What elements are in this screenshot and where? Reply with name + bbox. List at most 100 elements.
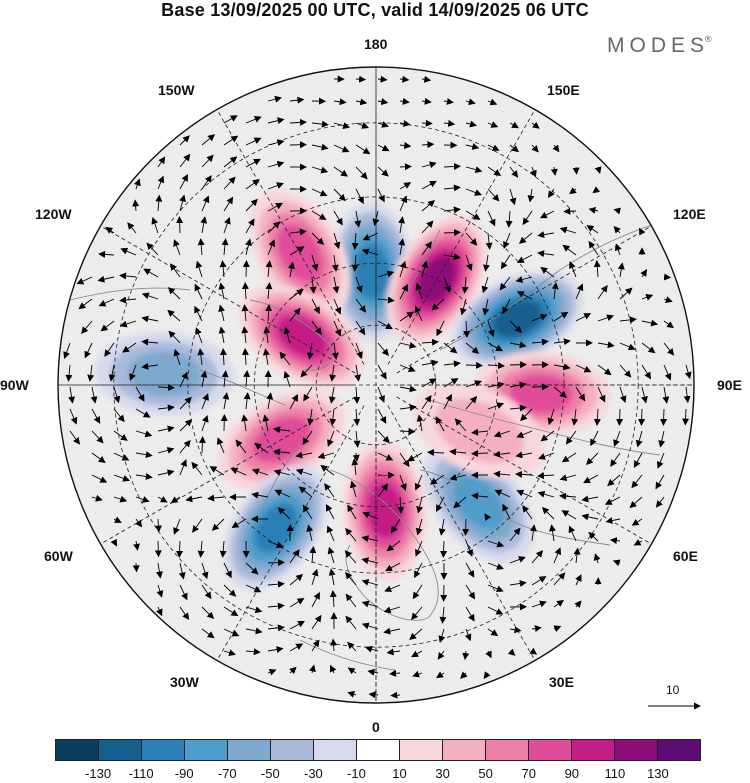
colorbar-swatch: [658, 740, 700, 760]
colorbar-tick-label: -90: [174, 766, 194, 781]
wind-vector-arrow: [415, 518, 423, 536]
wind-vector-arrow: [462, 650, 470, 661]
wind-vector-arrow: [223, 562, 232, 579]
wind-vector-arrow: [218, 304, 226, 322]
wind-vector-arrow: [377, 320, 393, 330]
wind-vector-arrow: [63, 342, 71, 359]
wind-vector-arrow: [559, 226, 577, 234]
wind-vector-arrow: [465, 232, 478, 246]
colorbar-swatch: [572, 740, 615, 760]
wind-vector-arrow: [377, 188, 385, 203]
wind-vector-arrow: [592, 186, 601, 194]
wind-vector-arrow: [143, 268, 159, 278]
wind-vector-arrow: [663, 364, 672, 381]
wind-vector-arrow: [135, 496, 150, 503]
wind-vector-arrow: [307, 408, 315, 426]
wind-vector-arrow: [553, 311, 569, 322]
wind-vector-arrow: [509, 320, 523, 334]
wind-vector-arrow: [151, 216, 159, 234]
wind-vector-arrow: [288, 261, 295, 278]
wind-vector-arrow: [597, 386, 606, 403]
wind-vector-arrow: [531, 338, 549, 346]
wind-vector-arrow: [361, 622, 379, 630]
wind-vector-arrow: [223, 196, 234, 212]
wind-vector-arrow: [157, 404, 175, 412]
wind-vector-arrow: [527, 188, 535, 203]
wind-vector-arrow: [638, 408, 646, 426]
wind-vector-arrow: [399, 474, 407, 491]
meridian-line: [100, 225, 356, 374]
wind-vector-arrow: [311, 614, 322, 630]
map-title: Base 13/09/2025 00 UTC, valid 14/09/2025…: [161, 0, 589, 20]
colorbar-swatch: [185, 740, 228, 760]
wind-vector-arrow: [377, 75, 388, 83]
wind-vector-arrow: [509, 361, 527, 369]
wind-vector-arrow: [157, 175, 165, 190]
wind-vector-arrow: [84, 342, 93, 359]
wind-vector-arrow: [449, 448, 467, 456]
wind-vector-arrow: [141, 292, 159, 300]
wind-vector-arrow: [421, 394, 432, 410]
wind-vector-arrow: [503, 232, 511, 249]
wind-vector-arrow: [399, 452, 410, 468]
colorbar-tick-label: 50: [478, 766, 493, 781]
wind-vector-arrow: [141, 338, 159, 346]
wind-vector-arrow: [311, 188, 328, 197]
wind-vector-arrow: [461, 276, 469, 294]
wind-vector-arrow: [328, 568, 336, 586]
wind-vector-arrow: [465, 396, 478, 410]
wind-vector-arrow: [329, 408, 337, 426]
graticule: [58, 67, 694, 703]
wind-vector-arrow: [154, 518, 162, 533]
wind-vector-arrow: [553, 386, 567, 398]
wind-vector-arrow: [267, 239, 276, 256]
wind-vector-arrow: [311, 320, 322, 335]
wind-vector-arrow: [484, 513, 492, 521]
wind-vector-arrow: [487, 98, 498, 106]
wind-vector-arrow: [377, 121, 389, 128]
wind-vector-arrow: [635, 430, 643, 448]
wind-vector-arrow: [509, 188, 517, 206]
meridian-line: [216, 109, 365, 365]
wind-vector-arrow: [223, 156, 238, 168]
wind-vector-arrow: [197, 348, 205, 366]
wind-vector-arrow: [377, 98, 389, 106]
wind-vector-arrow: [398, 216, 406, 234]
wind-vector-arrow: [586, 225, 599, 234]
lon-label-120e: 120E: [673, 206, 706, 222]
anomaly-contour: [435, 398, 524, 464]
wind-vector-arrow: [453, 496, 467, 509]
wind-vector-arrow: [493, 430, 511, 438]
wind-vector-arrow: [377, 452, 394, 461]
wind-vector-arrow: [487, 562, 504, 570]
wind-vector-arrow: [464, 628, 472, 642]
wind-vector-arrow: [399, 97, 410, 105]
wind-vector-arrow: [333, 298, 342, 315]
wind-vector-arrow: [553, 363, 571, 371]
wind-vector-arrow: [68, 386, 76, 404]
wind-vector-arrow: [553, 599, 565, 608]
wind-vector-arrow: [585, 452, 599, 466]
wind-vector-arrow: [263, 326, 271, 344]
wind-vector-arrow: [499, 276, 511, 291]
wind-vector-arrow: [520, 408, 533, 422]
wind-vector-arrow: [105, 226, 115, 234]
wind-vector-arrow: [178, 562, 186, 580]
wind-vector-arrow: [531, 576, 547, 586]
wind-vector-arrow: [416, 414, 424, 432]
wind-vector-arrow: [594, 166, 602, 175]
wind-vector-arrow: [241, 282, 249, 300]
wind-vector-arrow: [135, 451, 153, 459]
wind-vector-arrow: [265, 304, 273, 322]
wind-vector-arrow: [509, 121, 519, 129]
wind-vector-arrow: [421, 180, 437, 190]
wind-vector-arrow: [329, 664, 337, 674]
wind-vector-arrow: [266, 392, 274, 410]
wind-vector-arrow: [132, 199, 140, 212]
wind-vector-arrow: [465, 540, 473, 557]
colorbar-tick-label: -110: [128, 766, 154, 781]
wind-vector-arrow: [242, 260, 250, 278]
wind-vector-arrow: [407, 452, 423, 462]
wind-vector-arrow: [429, 474, 445, 485]
wind-vector-arrow: [311, 639, 320, 652]
